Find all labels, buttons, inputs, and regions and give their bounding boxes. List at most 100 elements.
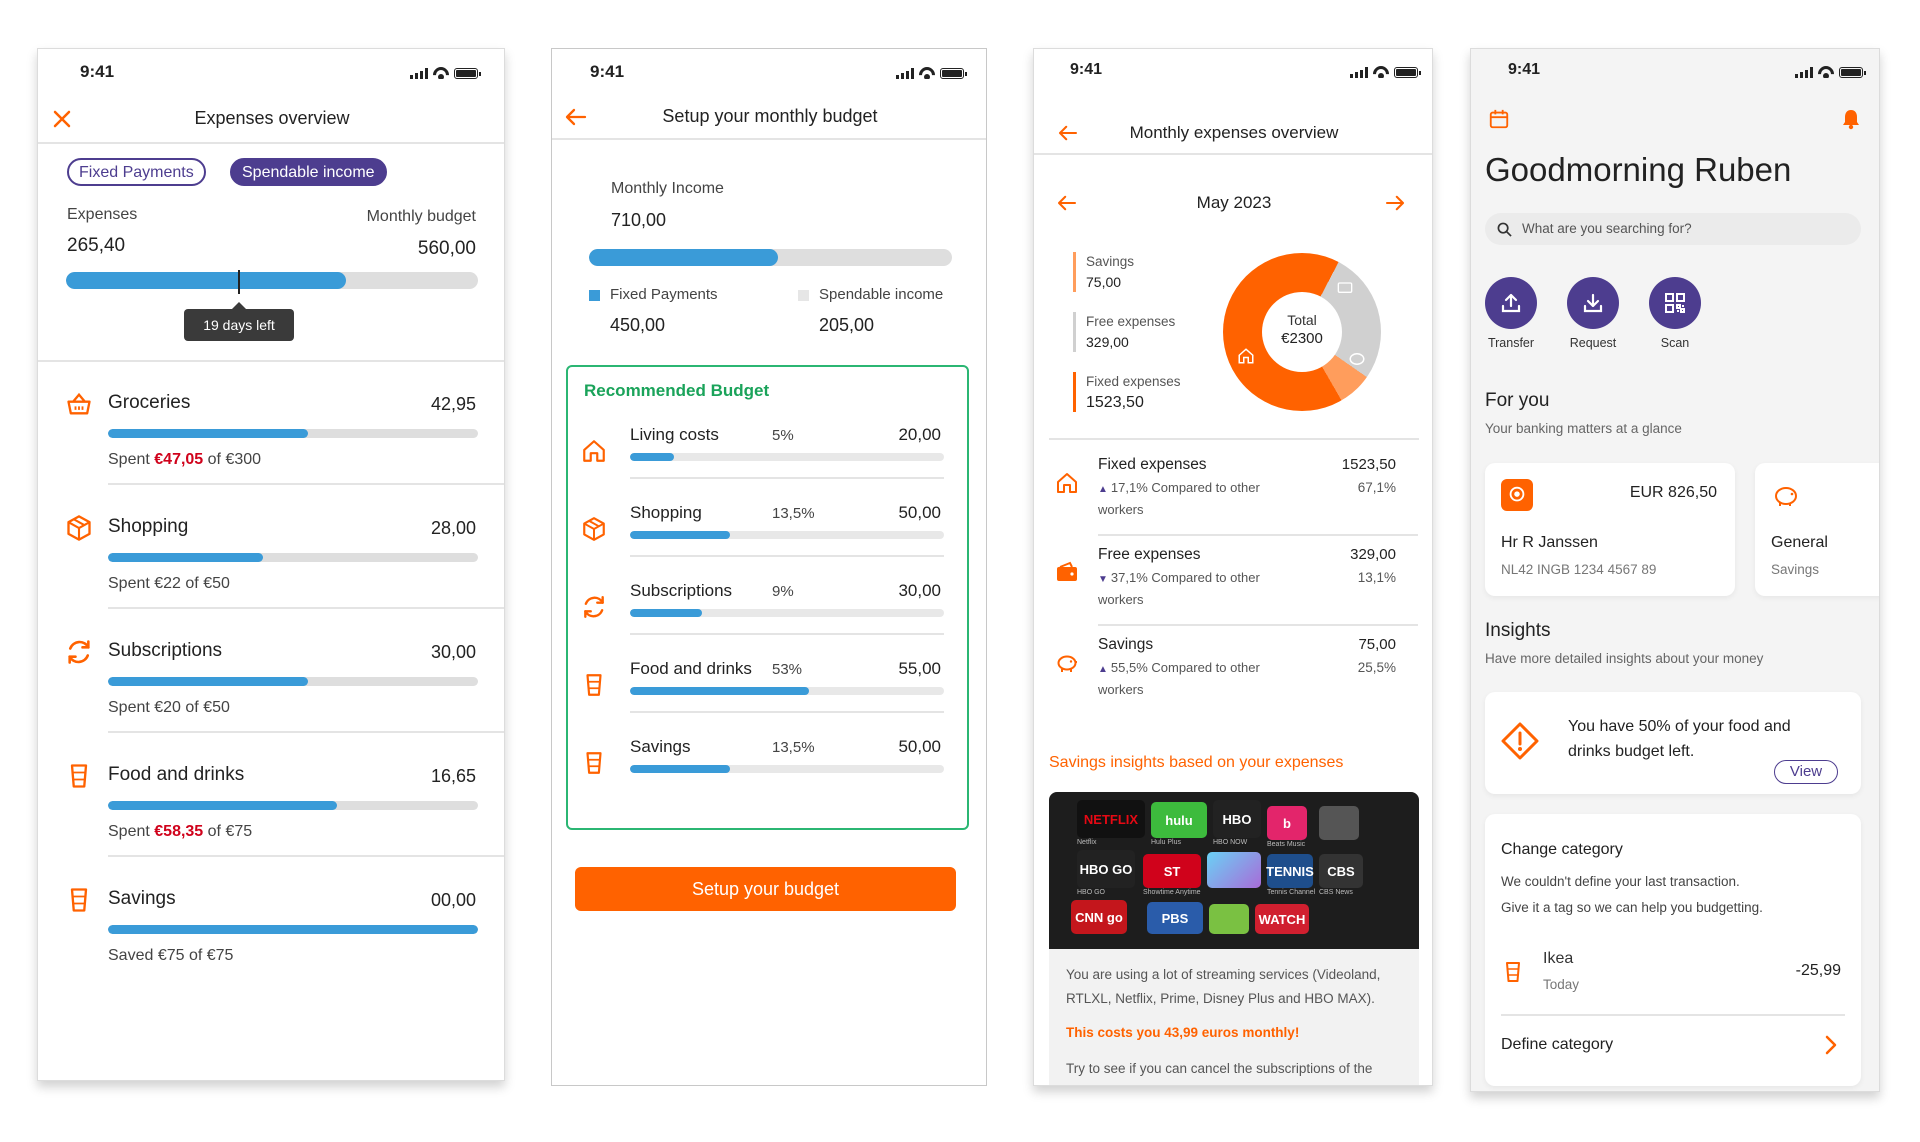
divider [1098,534,1418,536]
comparison-label: Fixed expenses [1098,456,1207,473]
view-button[interactable]: View [1774,760,1838,784]
budget-item-progress-fill [630,609,703,617]
category-progress-fill [108,801,338,810]
spent-amount: €58,35 [154,823,204,840]
streaming-tile: TENNIS [1266,854,1314,888]
setup-budget-button[interactable]: Setup your budget [575,867,956,911]
expenses-label: Expenses [67,206,138,223]
budget-item-percent: 9% [772,583,794,600]
wallet-icon [1335,277,1355,297]
status-icons [1795,66,1866,78]
tab-fixed-payments[interactable]: Fixed Payments [67,158,206,186]
wifi-icon [919,67,935,79]
qr-code-icon [1663,291,1687,315]
comparison-value: 329,00 [1350,546,1396,563]
spendable-income-value: 205,00 [819,315,875,335]
search-input[interactable]: What are you searching for? [1485,213,1861,245]
legend-swatch [1073,312,1076,352]
insight-text: You have 50% of your food and drinks bud… [1568,718,1791,760]
expenses-donut-chart: Total €2300 [1223,253,1381,411]
insight-card[interactable]: You have 50% of your food and drinks bud… [1485,692,1861,794]
calendar-icon[interactable] [1485,105,1513,133]
general-subtitle: Savings [1771,562,1820,577]
game-tile [1209,904,1249,934]
recommended-budget-title: Recommended Budget [584,381,770,400]
spent-suffix: of €300 [203,451,262,468]
income-progress-bar [589,249,952,266]
tab-spendable-income[interactable]: Spendable income [230,158,387,186]
comparison-value: 1523,50 [1341,456,1396,473]
back-arrow-icon[interactable] [1054,119,1082,147]
streaming-text: You are using a lot of streaming service… [1066,967,1381,1006]
budget-item-progress-bar [630,687,944,695]
comparison-text: ▲ 17,1% Compared to other workers [1098,478,1308,520]
fixed-legend-swatch [589,290,600,301]
savings-card[interactable]: General Savings [1755,463,1879,596]
streaming-tile-label: HBO GO [1077,889,1106,896]
wifi-icon [1373,66,1389,78]
income-progress-fill [589,249,778,266]
comparison-compare: 17,1% Compared to other workers [1098,480,1260,517]
streaming-tile-label: Hulu Plus [1151,839,1181,846]
streaming-services-image: NETFLIX Netflix hulu Hulu Plus HBO HBO NOW b Be… [1049,792,1419,949]
divider [108,483,504,485]
budget-value: 560,00 [417,238,476,259]
piggy-bank-icon [1347,349,1367,369]
budget-item-value: 20,00 [898,425,941,444]
budget-label: Monthly budget [366,208,476,225]
comparison-percent: 13,1% [1357,570,1396,585]
divider [108,607,504,609]
signal-icon [1350,67,1368,78]
spendable-legend-swatch [798,290,809,301]
divider [1034,153,1432,155]
comparison-text: ▲ 55,5% Compared to other workers [1098,658,1308,700]
comparison-compare: 37,1% Compared to other workers [1098,570,1260,607]
streaming-tile: ST [1143,854,1201,888]
close-icon[interactable] [48,105,76,133]
divider [108,731,504,733]
today-marker [238,270,241,294]
jar-icon [64,885,94,915]
next-month-icon[interactable] [1381,189,1409,217]
category-progress-bar [108,429,478,438]
spent-text: Spent €47,05 of €300 [108,451,261,469]
budget-item-value: 50,00 [898,503,941,522]
home-icon [580,437,608,465]
refresh-icon [64,637,94,667]
category-progress-bar [108,801,478,810]
jar-icon [580,749,608,777]
account-card[interactable]: EUR 826,50 Hr R Janssen NL42 INGB 1234 4… [1485,463,1735,596]
streaming-tile-label: Showtime Anytime [1143,889,1201,896]
request-button[interactable] [1567,277,1619,329]
budget-item-percent: 53% [772,661,803,678]
notification-bell-icon[interactable] [1837,105,1865,133]
basket-icon [64,389,94,419]
define-category-label[interactable]: Define category [1501,1036,1614,1053]
change-category-text-2: Give it a tag so we can help you budgett… [1501,900,1763,915]
category-value: 28,00 [430,518,476,538]
transfer-button[interactable] [1485,277,1537,329]
spent-text: Spent €22 of €50 [108,575,230,593]
previous-month-icon[interactable] [1053,189,1081,217]
streaming-tile-label: CBS News [1319,889,1353,896]
streaming-tile-label: Netflix [1077,839,1097,846]
transaction-name: Ikea [1543,950,1574,967]
apple-events-tile [1207,852,1261,888]
streaming-tile-label: Tennis Channel [1267,889,1316,896]
comparison-label: Free expenses [1098,546,1201,563]
scan-button[interactable] [1649,277,1701,329]
divider [1501,1014,1845,1016]
chevron-right-icon[interactable] [1819,1033,1843,1057]
streaming-tile: CNN go [1071,900,1127,934]
divider [552,138,986,140]
budget-item-percent: 5% [772,427,794,444]
budget-item-progress-fill [630,687,809,695]
change-category-title: Change category [1501,841,1623,858]
spent-text: Spent €20 of €50 [108,699,230,717]
budget-item-label: Food and drinks [630,659,752,678]
streaming-tile: hulu [1151,802,1207,838]
back-arrow-icon[interactable] [562,103,590,131]
budget-item-progress-fill [630,531,731,539]
greeting-title: Goodmorning Ruben [1485,151,1792,188]
expenses-value: 265,40 [67,235,126,256]
